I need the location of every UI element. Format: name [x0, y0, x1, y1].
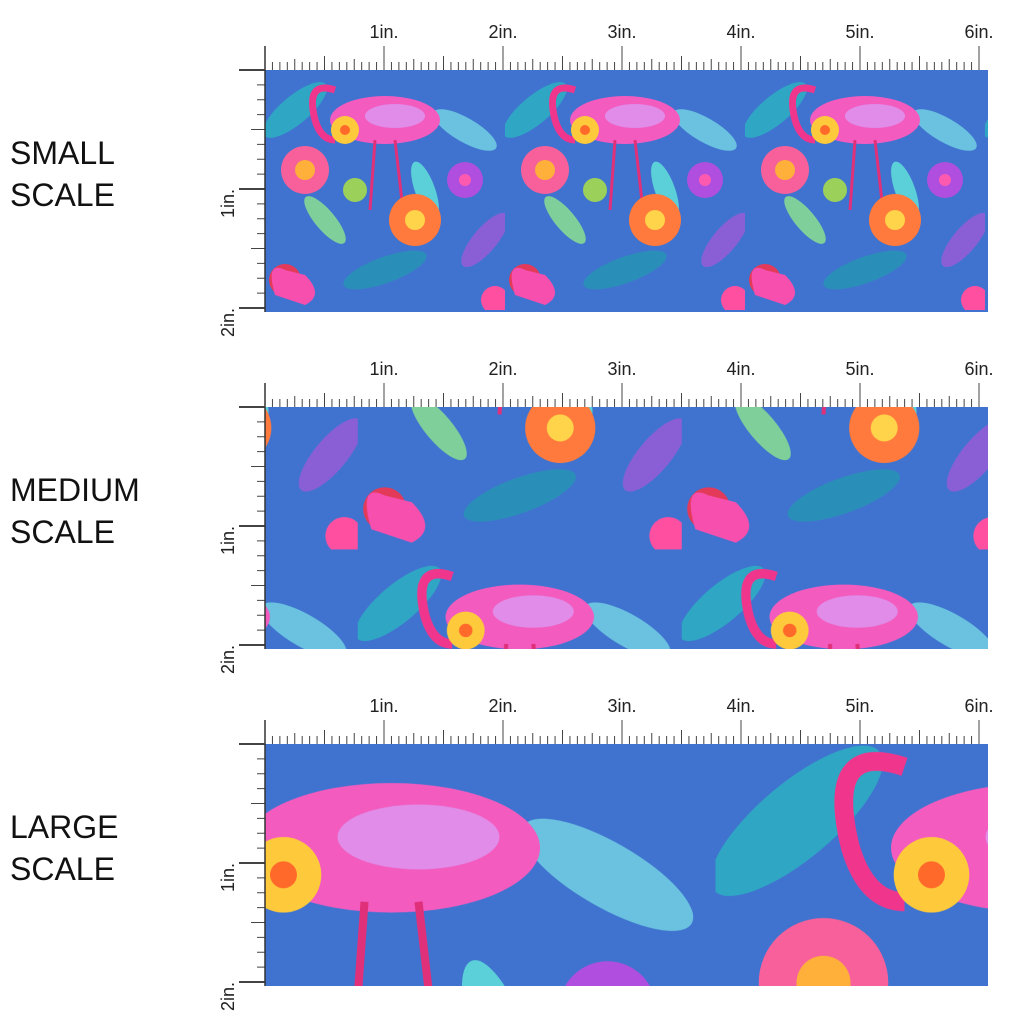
ruler-label: 1in.	[369, 359, 398, 379]
scale-label: SCALE	[10, 177, 115, 213]
ruler-label: 6in.	[964, 22, 993, 42]
ruler-label: 1in.	[369, 696, 398, 716]
scale-label: MEDIUM	[10, 472, 140, 508]
ruler-label: 4in.	[726, 359, 755, 379]
ruler-label: 2in.	[488, 359, 517, 379]
ruler-label: 2in.	[488, 22, 517, 42]
ruler-label: 5in.	[845, 696, 874, 716]
ruler-label: 3in.	[607, 696, 636, 716]
scale-label: LARGE	[10, 809, 118, 845]
ruler-label: 5in.	[845, 22, 874, 42]
ruler-label: 1in.	[369, 22, 398, 42]
ruler-label: 2in.	[488, 696, 517, 716]
ruler-label: 2in.	[218, 645, 238, 674]
ruler-label: 3in.	[607, 359, 636, 379]
ruler-label: 4in.	[726, 22, 755, 42]
scale-label: SMALL	[10, 135, 115, 171]
ruler-label: 6in.	[964, 359, 993, 379]
ruler-label: 1in.	[218, 863, 238, 892]
ruler-label: 5in.	[845, 359, 874, 379]
ruler-label: 4in.	[726, 696, 755, 716]
scale-label: SCALE	[10, 851, 115, 887]
ruler-label: 6in.	[964, 696, 993, 716]
ruler-label: 1in.	[218, 526, 238, 555]
scale-row: SMALL SCALE 1in. 2in. 3in. 4in. 5in. 6in. 1in. 2i…	[10, 22, 994, 337]
ruler-label: 2in.	[218, 308, 238, 337]
scale-row: MEDIUM SCALE 1in. 2in. 3in. 4in. 5in. 6in. 1in. 2…	[10, 359, 994, 674]
fabric-swatch	[265, 70, 988, 312]
fabric-swatch	[265, 744, 988, 986]
ruler-label: 2in.	[218, 982, 238, 1011]
scale-label: SCALE	[10, 514, 115, 550]
fabric-swatch	[265, 407, 988, 649]
ruler-label: 3in.	[607, 22, 636, 42]
scale-row: LARGE SCALE 1in. 2in. 3in. 4in. 5in. 6in. 1in. 2i…	[10, 696, 994, 1011]
ruler-label: 1in.	[218, 189, 238, 218]
